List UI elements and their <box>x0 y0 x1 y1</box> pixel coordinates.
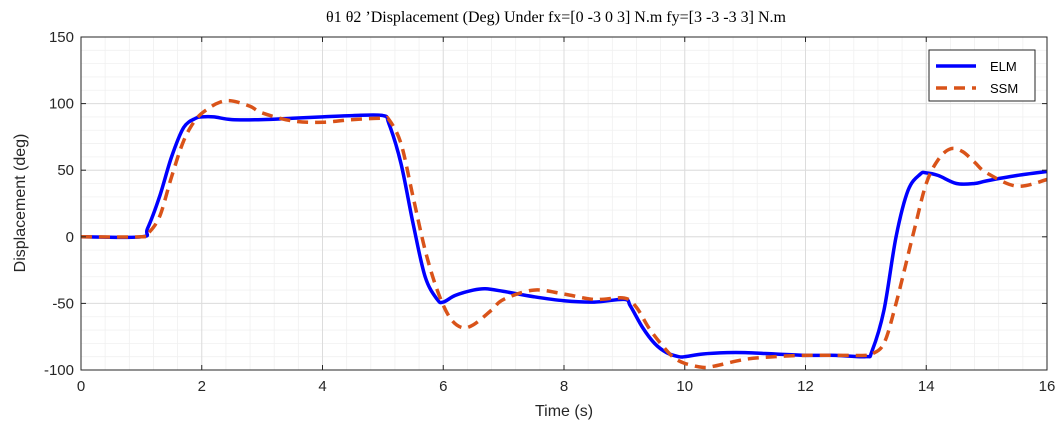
x-tick-label: 16 <box>1039 378 1056 395</box>
x-axis-label: Time (s) <box>535 403 593 420</box>
series-line-ssm <box>80 98 1048 370</box>
x-tick-label: 4 <box>318 378 326 395</box>
x-tick-label: 10 <box>676 378 693 395</box>
x-axis: 0 2 4 6 8 10 12 14 16 <box>77 37 1056 395</box>
y-tick-label: 150 <box>49 29 74 46</box>
chart-title: θ1 θ2 ’Displacement (Deg) Under fx=[0 -3… <box>326 9 786 26</box>
legend-box <box>928 49 1036 102</box>
y-tick-label: 0 <box>66 229 74 246</box>
x-tick-label: 14 <box>918 378 935 395</box>
x-tick-label: 8 <box>560 378 568 395</box>
series-line-elm <box>80 113 1048 359</box>
y-tick-label: 50 <box>57 162 74 179</box>
legend: ELM SSM <box>928 49 1036 102</box>
y-tick-label: -50 <box>52 295 74 312</box>
y-axis-label: Displacement (deg) <box>12 134 29 273</box>
x-tick-label: 12 <box>797 378 814 395</box>
y-tick-label: -100 <box>44 362 74 379</box>
legend-label-ssm: SSM <box>990 81 1018 96</box>
legend-label-elm: ELM <box>990 59 1017 74</box>
y-tick-label: 100 <box>49 96 74 113</box>
y-axis: -100 -50 0 50 100 150 <box>44 29 1047 379</box>
series-layer <box>80 98 1048 370</box>
x-tick-label: 0 <box>77 378 85 395</box>
x-tick-label: 6 <box>439 378 447 395</box>
x-tick-label: 2 <box>198 378 206 395</box>
